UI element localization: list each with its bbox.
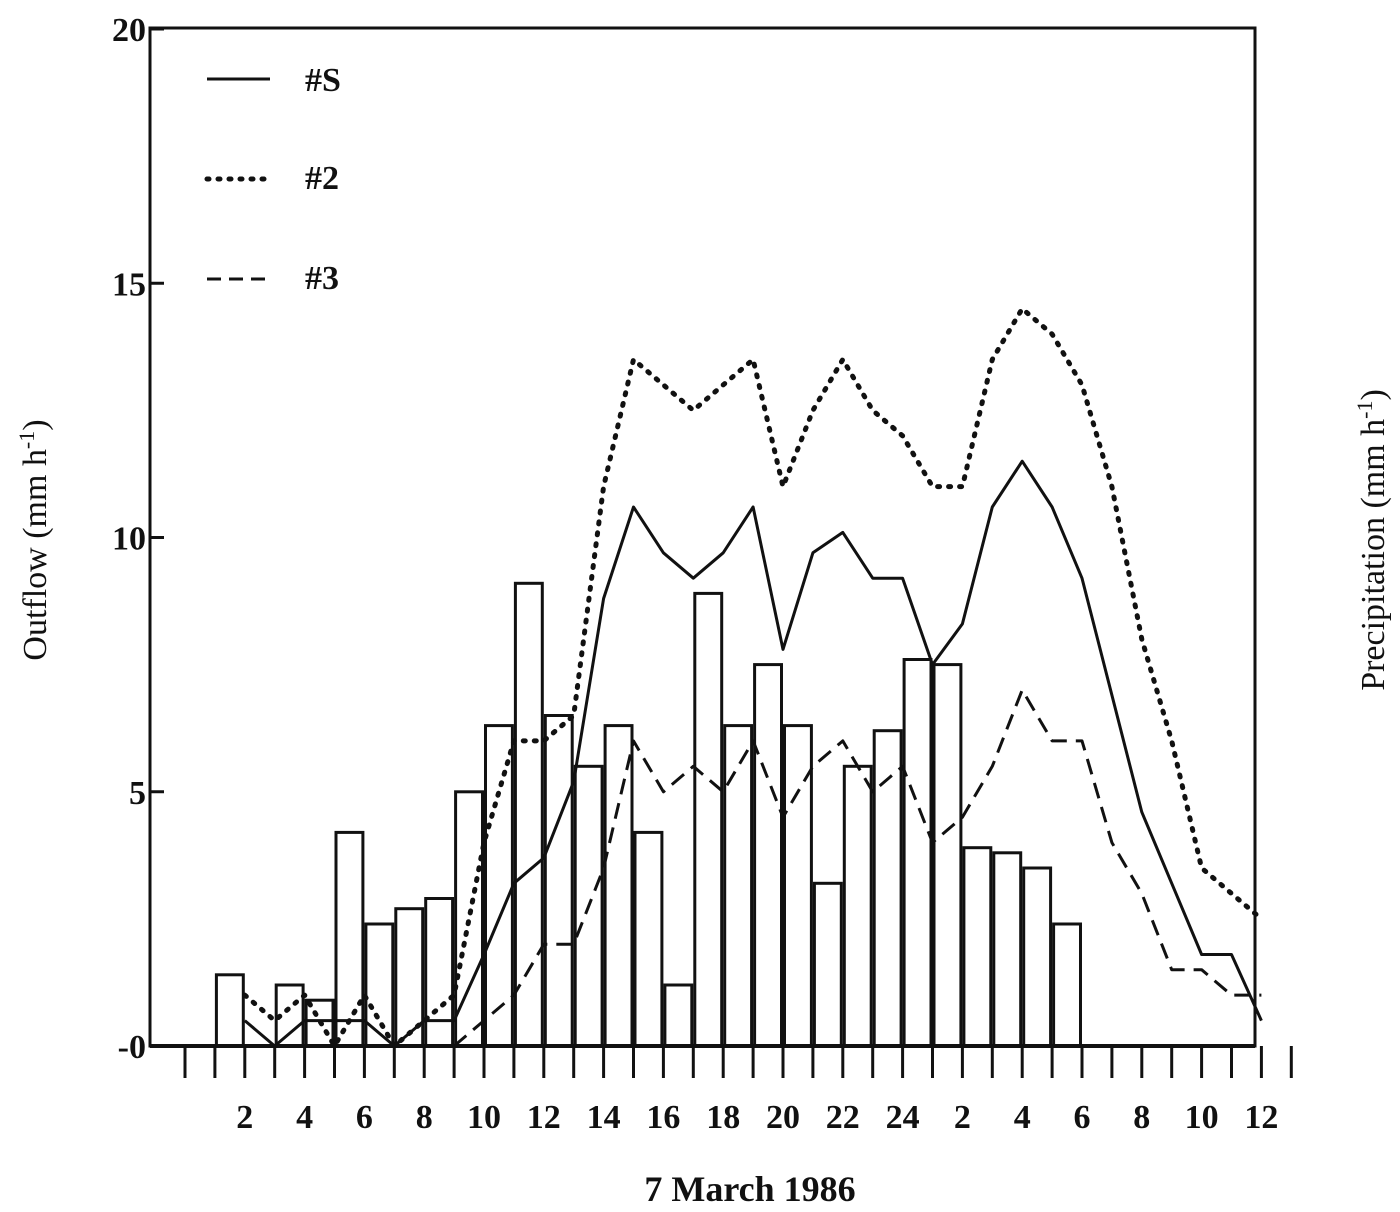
y-tick-label: -0 (118, 1029, 146, 1066)
precip-bar (424, 897, 455, 1048)
precip-bar (992, 851, 1023, 1048)
outflow-lines (242, 306, 1264, 1049)
precip-bar (334, 830, 365, 1048)
x-axis-ticks: 2 4 6 8 10 12 14 16 18 20 22 24 2 4 6 8 10 12 (183, 1046, 1293, 1136)
precip-bar (454, 790, 485, 1048)
precip-bar (1052, 922, 1082, 1048)
precipitation-bars (214, 581, 1082, 1048)
precip-bar (663, 983, 694, 1048)
x-tick-label: 10 (467, 1099, 501, 1136)
x-tick-label: 8 (416, 1099, 433, 1136)
y-tick-label: 15 (112, 266, 146, 303)
x-tick-label: 24 (886, 1099, 920, 1136)
outflow-line-3 (453, 688, 1262, 1048)
outflow-line-s (243, 459, 1263, 1048)
precip-bar (812, 881, 843, 1048)
precip-bar (543, 714, 574, 1048)
y-axis-title-right: Precipitation (mm h-1) (1352, 389, 1392, 691)
x-tick-label: 20 (766, 1099, 800, 1136)
y-tick-label: 20 (112, 12, 146, 49)
x-tick-label: 12 (527, 1099, 561, 1136)
legend-label-s: #S (305, 62, 341, 99)
x-tick-label: 6 (356, 1099, 373, 1136)
precip-bar (1022, 866, 1053, 1048)
x-tick-label: 22 (826, 1099, 860, 1136)
precip-bar (842, 764, 873, 1048)
precip-bar (753, 663, 783, 1048)
x-tick-label: 4 (1014, 1099, 1031, 1136)
precip-bar (603, 724, 634, 1048)
precip-bar (932, 663, 963, 1048)
y-axis-title-left: Outflow (mm h-1) (14, 419, 54, 660)
precip-bar (484, 724, 514, 1048)
legend: #S #2 #3 (204, 62, 341, 297)
x-tick-label: 18 (706, 1099, 740, 1136)
x-axis-title: 7 March 1986 (644, 1169, 855, 1207)
precip-bar (962, 846, 993, 1048)
x-tick-label: 4 (296, 1099, 313, 1136)
precip-bar (902, 658, 933, 1048)
x-tick-label: 10 (1185, 1099, 1219, 1136)
precip-bar (364, 922, 395, 1048)
legend-label-3: #3 (305, 260, 339, 297)
precip-bar (214, 973, 245, 1048)
x-tick-label: 8 (1133, 1099, 1150, 1136)
precip-bar (633, 830, 664, 1048)
x-tick-label: 14 (587, 1099, 621, 1136)
y-axis-ticks: -0 5 10 15 20 (112, 12, 164, 1066)
legend-label-2: #2 (305, 160, 339, 197)
precip-bar (513, 581, 544, 1048)
x-tick-label: 2 (954, 1099, 971, 1136)
x-tick-label: 2 (236, 1099, 253, 1136)
x-tick-label: 16 (646, 1099, 680, 1136)
y-tick-label: 5 (129, 775, 146, 812)
precip-bar (723, 724, 754, 1048)
precip-bar (693, 591, 724, 1048)
y-tick-label: 10 (112, 521, 146, 558)
x-tick-label: 6 (1074, 1099, 1091, 1136)
x-tick-label: 12 (1244, 1099, 1278, 1136)
